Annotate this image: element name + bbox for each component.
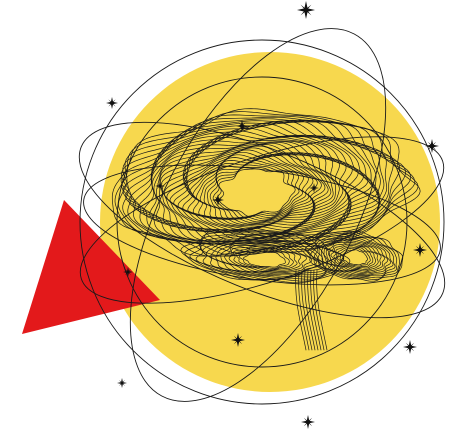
stars bbox=[106, 1, 439, 429]
brain-contour-line bbox=[184, 149, 332, 229]
brain-contour-line bbox=[232, 246, 298, 271]
red-triangle bbox=[22, 200, 160, 334]
sparkle-star-icon bbox=[425, 139, 439, 153]
brain-contour-line bbox=[218, 168, 296, 217]
brain-contour-line bbox=[333, 245, 376, 269]
sparkle-star-icon bbox=[297, 1, 315, 19]
brain-contour-line bbox=[310, 269, 322, 351]
brain-contour-line bbox=[186, 151, 329, 227]
brain-contour-line bbox=[320, 237, 391, 275]
brain-contour-line bbox=[316, 269, 328, 351]
orbit-rings bbox=[78, 28, 446, 405]
sparkle-star-icon bbox=[106, 97, 118, 109]
brain-contour-line bbox=[314, 234, 396, 278]
brain-contour-line bbox=[207, 160, 310, 220]
brain-contour-line bbox=[114, 111, 419, 257]
brain-contour-line bbox=[177, 145, 336, 231]
sparkle-star-icon bbox=[231, 333, 245, 347]
brain-contour-line bbox=[111, 108, 421, 257]
brain-contour-line bbox=[199, 156, 314, 223]
brain-contour-line bbox=[307, 231, 400, 280]
brain-contour-line bbox=[307, 269, 319, 351]
brain-contour-line bbox=[317, 236, 394, 276]
brain-contour-line bbox=[166, 141, 347, 233]
brain-contour-line bbox=[159, 135, 369, 241]
brain-contour-line bbox=[220, 242, 313, 274]
brain-contour-line bbox=[153, 130, 376, 242]
brain-contour-line bbox=[323, 239, 389, 274]
brain-contour-line bbox=[210, 238, 321, 276]
brain-contour-line bbox=[330, 243, 379, 270]
sparkle-star-icon bbox=[123, 267, 133, 277]
brain-contour-line bbox=[184, 230, 345, 282]
sparkle-star-icon bbox=[413, 243, 427, 257]
sparkle-star-icon bbox=[236, 120, 248, 132]
brain-contour-line bbox=[137, 123, 381, 243]
brain-contour-line bbox=[339, 248, 371, 267]
brain-contour-line bbox=[159, 136, 364, 240]
brain-contour-line bbox=[235, 247, 294, 270]
brain-contour-line bbox=[298, 269, 310, 351]
brain-contour-line bbox=[342, 249, 368, 266]
brain-contour-line bbox=[149, 127, 378, 242]
brain-contour-line bbox=[203, 158, 312, 221]
brain-contour-line bbox=[328, 242, 382, 272]
sparkle-star-icon bbox=[309, 183, 319, 193]
brain-contour-line bbox=[195, 233, 333, 281]
brain-contour-line bbox=[305, 230, 404, 282]
sparkle-star-icon bbox=[117, 378, 127, 388]
brain-contour-line bbox=[125, 119, 385, 247]
sparkle-star-icon bbox=[212, 194, 224, 206]
brain-contour-line bbox=[189, 153, 326, 226]
brain-contour-line bbox=[228, 244, 302, 272]
orbit-ellipse-c bbox=[129, 28, 387, 402]
brain-icon bbox=[111, 108, 421, 351]
sparkle-star-icon bbox=[301, 415, 315, 429]
brain-contour-line bbox=[310, 232, 398, 279]
brain-contour-line bbox=[325, 240, 385, 273]
brain-contour-line bbox=[196, 155, 318, 224]
brain-contour-line bbox=[313, 269, 325, 351]
brain-contour-line bbox=[163, 141, 349, 236]
brain-contour-line bbox=[205, 236, 324, 277]
brain-contour-line bbox=[301, 269, 313, 351]
brain-contour-line bbox=[120, 120, 401, 254]
brain-contour-line bbox=[156, 133, 373, 242]
sparkle-star-icon bbox=[403, 340, 417, 354]
brain-contour-line bbox=[243, 250, 286, 268]
brain-contour-line bbox=[215, 240, 317, 275]
brain-contour-line bbox=[336, 246, 374, 268]
brain-contour-line bbox=[143, 125, 380, 242]
brain-contour-line bbox=[304, 269, 316, 351]
brain-contour-line bbox=[212, 164, 304, 219]
brain-contour-line bbox=[209, 162, 307, 220]
brain-contour-line bbox=[239, 249, 290, 269]
sparkle-star-icon bbox=[155, 181, 165, 191]
brain-contour-line bbox=[224, 243, 307, 273]
orbit-outer-circle bbox=[79, 39, 445, 405]
brain-contour-line bbox=[295, 269, 307, 351]
brain-contour-line bbox=[202, 234, 326, 279]
brain-contour-line bbox=[180, 229, 351, 284]
